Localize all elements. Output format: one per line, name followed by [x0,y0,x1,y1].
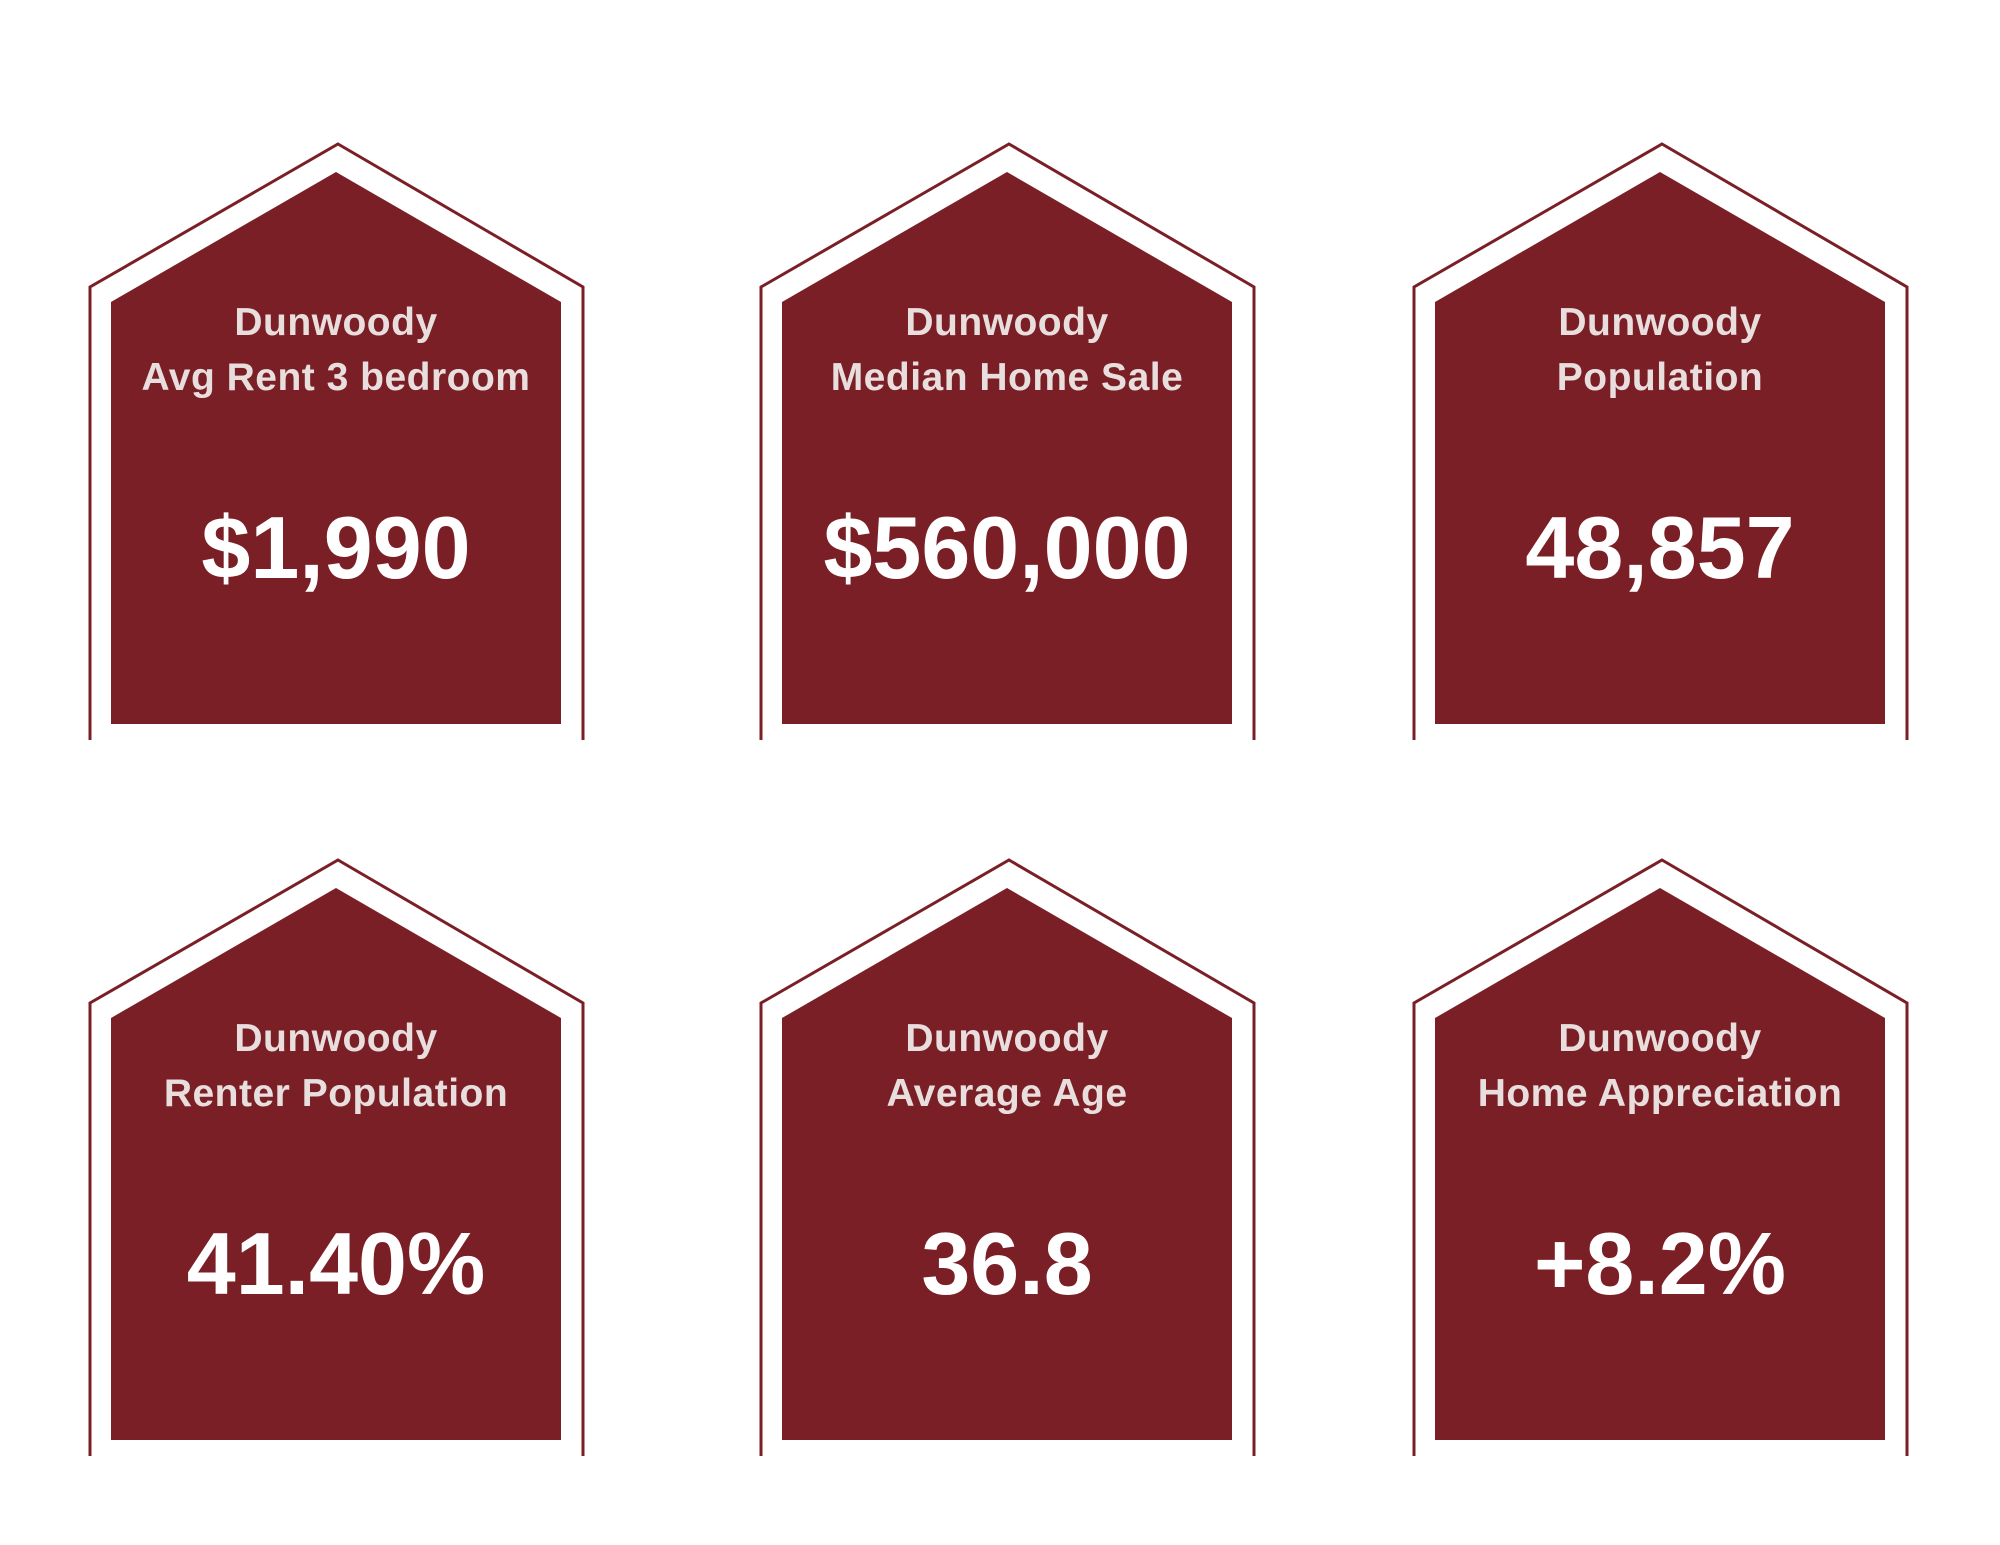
card-title: Dunwoody Average Age [777,1011,1237,1121]
card-value: $1,990 [201,498,471,597]
stat-card-renter-population: Dunwoody Renter Population 41.40% [86,856,586,1456]
card-title: Dunwoody Home Appreciation [1430,1011,1890,1121]
card-title: Dunwoody Population [1430,295,1890,405]
card-place: Dunwoody [234,1017,438,1060]
card-title: Dunwoody Median Home Sale [777,295,1237,405]
card-metric: Average Age [886,1072,1128,1115]
stat-card-home-appreciation: Dunwoody Home Appreciation +8.2% [1410,856,1910,1456]
card-place: Dunwoody [905,1017,1109,1060]
house-shape-icon [88,858,585,1456]
card-place: Dunwoody [905,301,1109,344]
card-metric: Avg Rent 3 bedroom [141,356,531,399]
card-place: Dunwoody [1558,301,1762,344]
card-title: Dunwoody Renter Population [106,1011,566,1121]
card-place: Dunwoody [234,301,438,344]
card-value: 36.8 [921,1214,1093,1313]
card-metric: Home Appreciation [1477,1072,1843,1115]
card-value: $560,000 [823,498,1191,597]
stat-card-average-age: Dunwoody Average Age 36.8 [757,856,1257,1456]
card-value: +8.2% [1534,1214,1786,1313]
card-metric: Renter Population [163,1072,509,1115]
card-value: 41.40% [186,1214,486,1313]
card-place: Dunwoody [1558,1017,1762,1060]
card-metric: Median Home Sale [830,356,1184,399]
card-value: 48,857 [1525,498,1795,597]
house-shape-icon [1412,858,1909,1456]
house-shape-icon [759,142,1256,740]
card-metric: Population [1556,356,1764,399]
house-shape-icon [88,142,585,740]
card-title: Dunwoody Avg Rent 3 bedroom [106,295,566,405]
house-shape-icon [1412,142,1909,740]
stat-card-median-home-sale: Dunwoody Median Home Sale $560,000 [757,140,1257,740]
stat-card-population: Dunwoody Population 48,857 [1410,140,1910,740]
house-shape-icon [759,858,1256,1456]
stat-card-avg-rent: Dunwoody Avg Rent 3 bedroom $1,990 [86,140,586,740]
